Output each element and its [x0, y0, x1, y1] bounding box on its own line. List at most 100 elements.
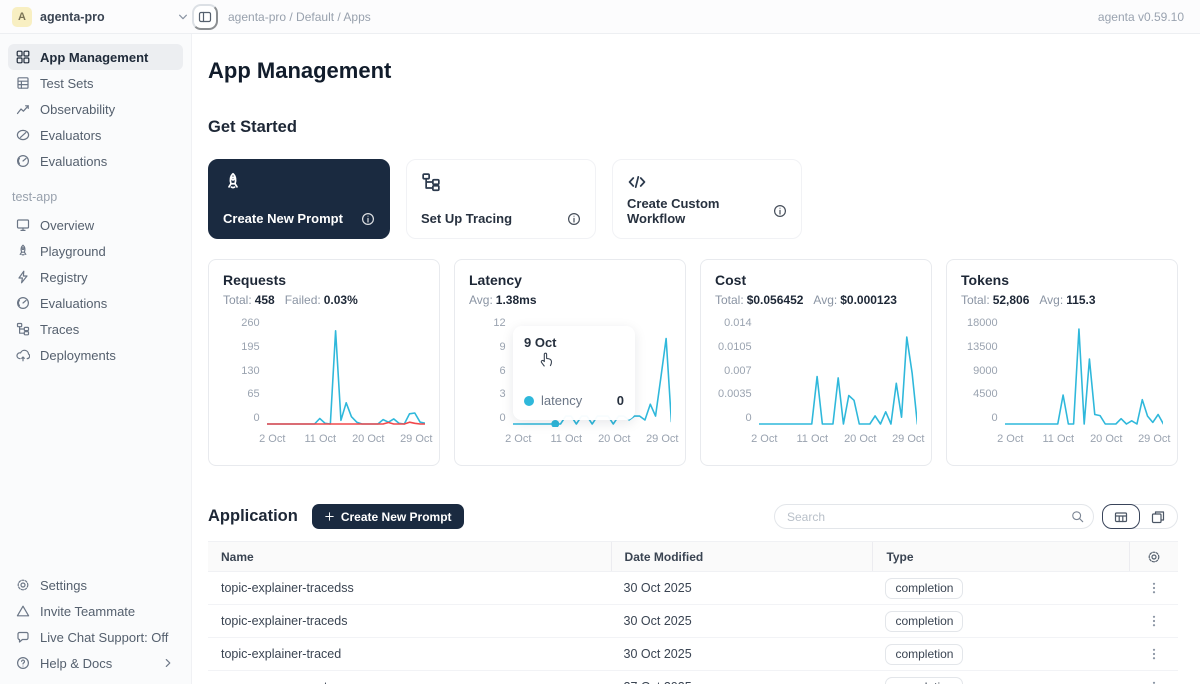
lightning-icon [16, 270, 30, 284]
table-row[interactable]: topic-explainer-traced 30 Oct 2025 compl… [208, 638, 1178, 671]
table-row[interactable]: topic-explainer-tracedss 30 Oct 2025 com… [208, 572, 1178, 605]
sidebar-item-label: Traces [40, 322, 79, 337]
row-menu-icon[interactable] [1147, 647, 1161, 661]
tree-icon [16, 322, 30, 336]
sidebar-item-playground[interactable]: Playground [8, 238, 183, 264]
sidebar-toggle-button[interactable] [192, 4, 218, 30]
application-heading: Application [208, 507, 298, 526]
row-menu-icon[interactable] [1147, 614, 1161, 628]
x-axis-labels: 2 Oct11 Oct20 Oct29 Oct [513, 433, 673, 447]
trace-tree-icon [421, 172, 441, 192]
plus-icon [324, 511, 335, 522]
x-axis-labels: 2 Oct11 Oct20 Oct29 Oct [759, 433, 919, 447]
column-header-name[interactable]: Name [208, 550, 611, 564]
info-icon[interactable] [773, 204, 787, 218]
version-label: agenta v0.59.10 [1098, 10, 1184, 24]
y-axis-labels: 129630 [469, 321, 513, 427]
rocket-icon [223, 172, 243, 192]
type-badge: completion [885, 578, 963, 599]
sidebar-item-overview[interactable]: Overview [8, 212, 183, 238]
sidebar-item-label: Test Sets [40, 76, 93, 91]
column-header-type[interactable]: Type [872, 542, 1129, 571]
latency-chart-card: Latency Avg:1.38ms 129630 2 Oct11 Oct20 … [454, 259, 686, 466]
chart-stats: Total:52,806Avg:115.3 [961, 293, 1163, 307]
card-label: Create New Prompt [223, 211, 343, 226]
sidebar-item-settings[interactable]: Settings [8, 572, 183, 598]
sidebar-item-evaluations-app[interactable]: Evaluations [8, 290, 183, 316]
panel-left-icon [198, 10, 212, 24]
chart-title: Cost [715, 272, 917, 288]
app-date: 27 Oct 2025 [611, 680, 873, 684]
sidebar-group-label: test-app [12, 190, 179, 204]
sidebar-item-traces[interactable]: Traces [8, 316, 183, 342]
x-axis-labels: 2 Oct11 Oct20 Oct29 Oct [267, 433, 427, 447]
type-badge: completion [885, 644, 963, 665]
chart-title: Latency [469, 272, 671, 288]
code-icon [627, 172, 647, 192]
create-new-prompt-card[interactable]: Create New Prompt [208, 159, 390, 239]
app-name: topic-explainer-traceds [208, 614, 611, 628]
workspace-avatar: A [12, 7, 32, 27]
sidebar-item-live-chat-support[interactable]: Live Chat Support: Off [8, 624, 183, 650]
sidebar-item-deployments[interactable]: Deployments [8, 342, 183, 368]
tokens-chart-card: Tokens Total:52,806Avg:115.3 18000135009… [946, 259, 1178, 466]
create-custom-workflow-card[interactable]: Create Custom Workflow [612, 159, 802, 239]
tooltip-series-label: latency [541, 393, 582, 408]
table-view-icon [1114, 510, 1128, 524]
chart-icon [16, 102, 30, 116]
search-input[interactable] [787, 510, 1071, 524]
view-toggle [1102, 504, 1178, 529]
chart-title: Tokens [961, 272, 1163, 288]
table-view-button[interactable] [1102, 504, 1140, 529]
page-title: App Management [208, 58, 1178, 84]
sidebar-item-label: Settings [40, 578, 87, 593]
series-dot [524, 396, 534, 406]
type-badge: completion [885, 677, 963, 684]
sidebar-item-evaluators[interactable]: Evaluators [8, 122, 183, 148]
workspace-name: agenta-pro [40, 10, 168, 24]
sidebar-item-label: Playground [40, 244, 106, 259]
column-settings-gear-icon[interactable] [1147, 550, 1161, 564]
chart-plot[interactable] [759, 321, 917, 427]
card-view-button[interactable] [1139, 505, 1177, 528]
sidebar-item-registry[interactable]: Registry [8, 264, 183, 290]
chart-stats: Total:458Failed:0.03% [223, 293, 425, 307]
search-box[interactable] [774, 504, 1094, 529]
breadcrumb: agenta-pro / Default / Apps [228, 10, 371, 24]
speedometer-icon [16, 296, 30, 310]
set-up-tracing-card[interactable]: Set Up Tracing [406, 159, 596, 239]
x-axis-labels: 2 Oct11 Oct20 Oct29 Oct [1005, 433, 1165, 447]
app-date: 30 Oct 2025 [611, 581, 873, 595]
table-row[interactable]: career-assessment 27 Oct 2025 completion [208, 671, 1178, 684]
main-content: App Management Get Started Create New Pr… [192, 34, 1200, 684]
row-menu-icon[interactable] [1147, 680, 1161, 684]
create-new-prompt-button[interactable]: Create New Prompt [312, 504, 464, 529]
chevron-right-icon [161, 656, 175, 670]
search-icon[interactable] [1071, 510, 1084, 523]
app-name: topic-explainer-tracedss [208, 581, 611, 595]
sidebar-item-test-sets[interactable]: Test Sets [8, 70, 183, 96]
sidebar-item-label: App Management [40, 50, 148, 65]
info-icon[interactable] [361, 212, 375, 226]
sidebar-item-help-docs[interactable]: Help & Docs [8, 650, 183, 676]
info-icon[interactable] [567, 212, 581, 226]
sidebar-item-evaluations[interactable]: Evaluations [8, 148, 183, 174]
column-header-date[interactable]: Date Modified [611, 542, 873, 571]
sidebar-item-label: Evaluators [40, 128, 101, 143]
app-date: 30 Oct 2025 [611, 647, 873, 661]
sidebar-item-label: Registry [40, 270, 88, 285]
row-menu-icon[interactable] [1147, 581, 1161, 595]
chart-plot[interactable] [267, 321, 425, 427]
sidebar-item-observability[interactable]: Observability [8, 96, 183, 122]
app-date: 30 Oct 2025 [611, 614, 873, 628]
requests-chart-card: Requests Total:458Failed:0.03% 260195130… [208, 259, 440, 466]
gauge-icon [16, 128, 30, 142]
sidebar-item-app-management[interactable]: App Management [8, 44, 183, 70]
chevron-down-icon [176, 10, 190, 24]
chart-plot[interactable] [1005, 321, 1163, 427]
workspace-switcher[interactable]: A agenta-pro [12, 7, 190, 27]
table-row[interactable]: topic-explainer-traceds 30 Oct 2025 comp… [208, 605, 1178, 638]
metrics-cards: Requests Total:458Failed:0.03% 260195130… [208, 259, 1178, 466]
sidebar-item-invite-teammate[interactable]: Invite Teammate [8, 598, 183, 624]
help-icon [16, 656, 30, 670]
